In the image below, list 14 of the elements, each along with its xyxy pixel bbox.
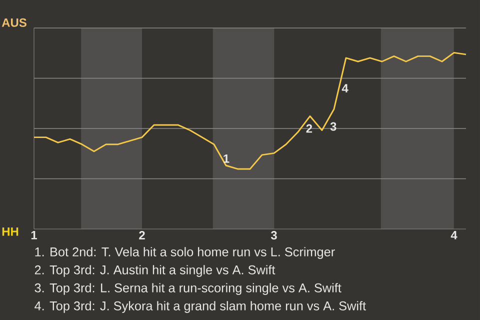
- text: 3. Top 3rd: L. Serna hit a run-scoring single vs A. Swift: [34, 283, 342, 295]
- text: 4. Top 3rd: J. Sykora hit a grand slam home run vs A. Swift: [34, 301, 366, 313]
- x-tick-label: 2: [139, 231, 145, 240]
- annotation: 1: [224, 154, 230, 163]
- text: AUS: [2, 18, 26, 27]
- x-tick-label: 3: [270, 231, 277, 240]
- annotation: 3: [330, 122, 336, 131]
- x-tick-label: 4: [450, 231, 458, 240]
- text: 1. Bot 2nd: T. Vela hit a solo home run vs L. Scrimger: [35, 247, 335, 259]
- text: 2. Top 3rd: J. Austin hit a single vs A. Swift: [34, 265, 276, 277]
- annotation: 4: [342, 84, 348, 92]
- text: HH: [2, 228, 18, 236]
- annotation: 2: [306, 124, 312, 133]
- x-tick-label: 1: [31, 231, 38, 240]
